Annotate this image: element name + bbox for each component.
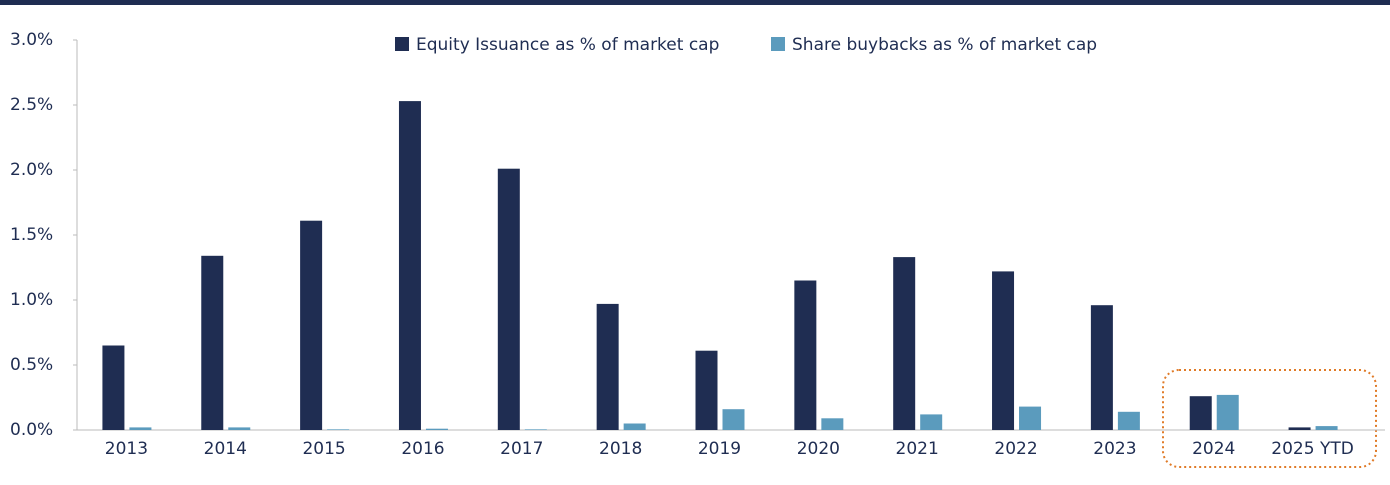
bar xyxy=(992,271,1015,430)
y-tick-label: 1.0% xyxy=(10,290,53,310)
bar xyxy=(425,428,448,430)
bar xyxy=(794,280,817,430)
bar xyxy=(228,427,251,430)
legend-swatch xyxy=(395,37,409,51)
bar xyxy=(524,429,547,430)
bar xyxy=(1090,305,1113,430)
bar xyxy=(1216,394,1239,430)
x-tick-label: 2018 xyxy=(599,439,642,459)
bar xyxy=(623,423,646,430)
x-tick-label: 2021 xyxy=(896,439,939,459)
bar xyxy=(821,418,844,430)
bar xyxy=(398,101,421,430)
bar xyxy=(300,220,323,430)
y-tick-label: 1.5% xyxy=(10,225,53,245)
bar xyxy=(596,303,619,430)
x-tick-label: 2023 xyxy=(1093,439,1136,459)
x-tick-label: 2016 xyxy=(401,439,444,459)
bar xyxy=(893,257,916,430)
legend-swatch xyxy=(771,37,785,51)
x-tick-label: 2025 YTD xyxy=(1271,439,1354,459)
bar xyxy=(497,168,520,430)
bar xyxy=(1288,427,1311,430)
y-tick-label: 0.0% xyxy=(10,420,53,440)
legend-label: Share buybacks as % of market cap xyxy=(792,35,1097,55)
bar xyxy=(102,345,125,430)
bar xyxy=(1189,396,1212,430)
top-rule xyxy=(0,0,1390,5)
bar xyxy=(129,427,152,430)
x-tick-label: 2022 xyxy=(994,439,1037,459)
x-tick-label: 2013 xyxy=(105,439,148,459)
bar xyxy=(920,414,943,430)
y-tick-label: 2.0% xyxy=(10,160,53,180)
x-tick-label: 2024 xyxy=(1192,439,1235,459)
bar xyxy=(1117,411,1140,430)
y-tick-label: 0.5% xyxy=(10,355,53,375)
bar xyxy=(201,255,224,430)
highlight-box xyxy=(1162,369,1377,468)
y-tick-label: 2.5% xyxy=(10,95,53,115)
bar xyxy=(1019,406,1042,430)
x-tick-label: 2019 xyxy=(698,439,741,459)
y-tick-label: 3.0% xyxy=(10,30,53,50)
x-tick-label: 2014 xyxy=(204,439,247,459)
legend-label: Equity Issuance as % of market cap xyxy=(416,35,719,55)
bar xyxy=(327,429,350,430)
bar xyxy=(722,409,745,430)
bar xyxy=(695,350,718,430)
x-tick-label: 2015 xyxy=(302,439,345,459)
bar xyxy=(1315,426,1338,430)
x-tick-label: 2017 xyxy=(500,439,543,459)
x-tick-label: 2020 xyxy=(797,439,840,459)
